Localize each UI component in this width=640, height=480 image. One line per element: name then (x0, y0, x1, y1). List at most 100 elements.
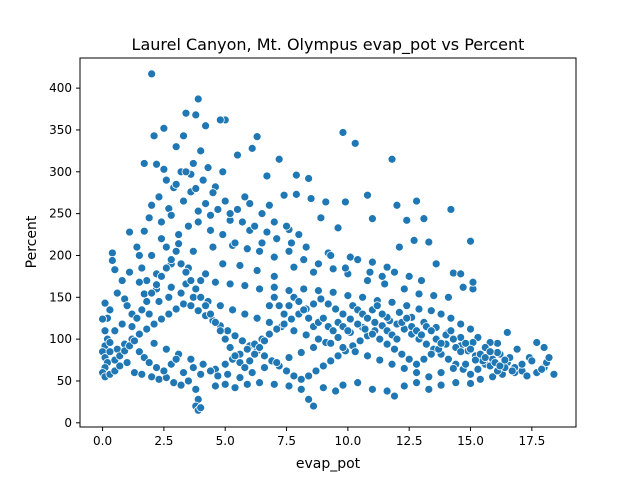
scatter-point (304, 371, 314, 381)
scatter-point (318, 313, 328, 323)
scatter-point (314, 286, 323, 296)
scatter-point (171, 142, 181, 152)
scatter-point (122, 358, 132, 367)
scatter-point (326, 356, 336, 366)
scatter-point (431, 259, 441, 269)
scatter-point (341, 263, 350, 273)
data-points (98, 69, 559, 415)
scatter-point (154, 192, 164, 202)
scatter-point (287, 314, 296, 324)
scatter-point (237, 336, 247, 346)
scatter-point (179, 368, 188, 378)
scatter-point (255, 246, 264, 256)
scatter-point (294, 230, 304, 239)
scatter-point (130, 336, 139, 346)
scatter-point (144, 213, 154, 223)
scatter-point (245, 356, 255, 366)
scatter-point (291, 170, 301, 180)
scatter-point (299, 255, 309, 265)
axes-frame (79, 57, 577, 428)
scatter-point (142, 297, 152, 306)
scatter-point (414, 304, 424, 314)
scatter-point (314, 259, 323, 269)
y-axis-label: Percent (24, 215, 40, 268)
scatter-point (436, 380, 446, 390)
scatter-point (363, 276, 372, 285)
scatter-point (461, 359, 471, 369)
scatter-point (466, 369, 475, 379)
scatter-point (208, 242, 218, 252)
scatter-point (264, 301, 274, 311)
scatter-point (343, 326, 353, 336)
scatter-point (264, 329, 274, 339)
scatter-point (220, 334, 230, 344)
scatter-point (188, 292, 198, 302)
x-tick-label: 17.5 (518, 434, 545, 448)
scatter-point (284, 301, 294, 311)
scatter-point (269, 282, 279, 292)
x-axis-label: evap_pot (296, 456, 361, 472)
scatter-point (161, 344, 171, 354)
scatter-point (196, 403, 206, 413)
x-tick-label: 12.5 (396, 434, 423, 448)
scatter-point (448, 268, 458, 278)
scatter-point (370, 318, 380, 327)
scatter-point (252, 313, 262, 323)
scatter-point (338, 380, 348, 390)
scatter-point (198, 359, 208, 369)
scatter-point (350, 138, 360, 148)
scatter-point (417, 330, 426, 340)
scatter-point (142, 324, 152, 334)
scatter-point (301, 242, 311, 252)
scatter-point (213, 205, 223, 214)
scatter-point (152, 159, 161, 169)
scatter-point (107, 256, 117, 265)
scatter-point (139, 226, 149, 236)
scatter-point (122, 301, 132, 311)
scatter-point (461, 338, 471, 348)
scatter-point (412, 378, 421, 388)
scatter-point (314, 334, 323, 344)
scatter-point (240, 281, 250, 290)
scatter-point (480, 353, 490, 362)
scatter-point (485, 347, 495, 357)
scatter-point (409, 236, 419, 245)
scatter-point (257, 209, 267, 219)
scatter-point (269, 271, 279, 281)
scatter-point (358, 292, 367, 302)
scatter-point (343, 291, 353, 301)
scatter-point (424, 237, 434, 247)
scatter-point (159, 123, 169, 133)
scatter-point (296, 374, 306, 384)
scatter-point (289, 371, 299, 381)
scatter-point (282, 221, 291, 231)
scatter-point (328, 287, 338, 297)
scatter-point (304, 313, 314, 323)
scatter-point (399, 381, 409, 391)
scatter-point (132, 313, 142, 323)
scatter-point (274, 301, 284, 311)
scatter-point (279, 309, 289, 319)
scatter-point (247, 143, 257, 153)
scatter-point (196, 369, 206, 379)
scatter-point (250, 349, 260, 359)
scatter-point (260, 351, 269, 361)
scatter-point (152, 280, 161, 290)
scatter-point (402, 301, 412, 311)
scatter-point (257, 238, 267, 248)
scatter-point (196, 292, 206, 302)
scatter-point (130, 368, 139, 378)
scatter-point (424, 372, 434, 382)
scatter-point (250, 221, 260, 231)
scatter-point (159, 366, 169, 376)
scatter-point (117, 276, 127, 285)
scatter-point (147, 372, 157, 382)
scatter-point (242, 344, 252, 354)
scatter-point (242, 244, 252, 254)
scatter-point (294, 297, 304, 306)
scatter-point (458, 282, 468, 292)
scatter-point (532, 338, 542, 347)
scatter-point (115, 361, 125, 371)
scatter-point (333, 351, 343, 361)
